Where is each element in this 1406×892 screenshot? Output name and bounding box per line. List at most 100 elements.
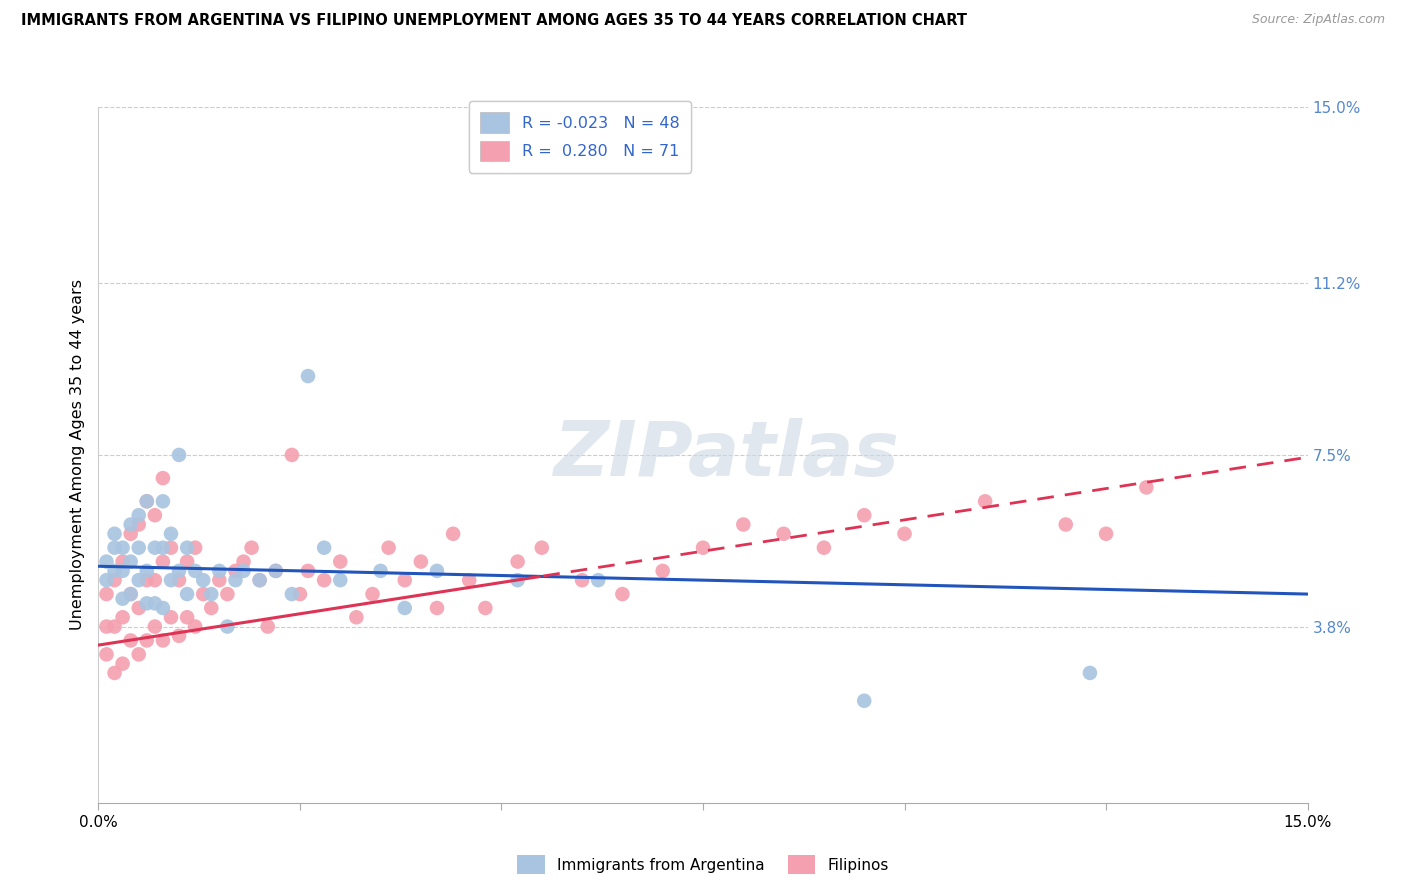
Point xyxy=(1095,526,1118,541)
Point xyxy=(143,573,166,587)
Legend: Immigrants from Argentina, Filipinos: Immigrants from Argentina, Filipinos xyxy=(512,849,894,880)
Point xyxy=(217,619,239,633)
Point xyxy=(651,564,673,578)
Point xyxy=(111,555,134,569)
Point xyxy=(853,694,876,708)
Point xyxy=(160,541,183,555)
Point xyxy=(111,610,134,624)
Point xyxy=(176,541,198,555)
Point xyxy=(128,573,150,587)
Point xyxy=(128,601,150,615)
Point xyxy=(103,665,125,680)
Point xyxy=(249,573,271,587)
Point xyxy=(167,629,190,643)
Point xyxy=(96,648,118,662)
Point xyxy=(135,494,157,508)
Point xyxy=(329,573,352,587)
Point xyxy=(111,657,134,671)
Point xyxy=(184,564,207,578)
Point xyxy=(128,508,150,523)
Point xyxy=(160,573,183,587)
Point xyxy=(120,587,142,601)
Point xyxy=(974,494,997,508)
Point xyxy=(692,541,714,555)
Point xyxy=(377,541,399,555)
Point xyxy=(586,573,609,587)
Point xyxy=(314,541,336,555)
Point xyxy=(135,596,157,610)
Y-axis label: Unemployment Among Ages 35 to 44 years: Unemployment Among Ages 35 to 44 years xyxy=(69,279,84,631)
Point xyxy=(370,564,392,578)
Point xyxy=(103,564,125,578)
Point xyxy=(135,633,157,648)
Point xyxy=(813,541,835,555)
Point xyxy=(208,573,231,587)
Point xyxy=(224,573,246,587)
Point xyxy=(160,526,183,541)
Point xyxy=(394,601,416,615)
Point xyxy=(103,573,125,587)
Point xyxy=(128,648,150,662)
Point xyxy=(111,591,134,606)
Point xyxy=(458,573,481,587)
Point xyxy=(167,564,190,578)
Point xyxy=(176,555,198,569)
Point xyxy=(264,564,287,578)
Point xyxy=(176,610,198,624)
Point xyxy=(208,564,231,578)
Point xyxy=(1054,517,1077,532)
Point xyxy=(120,633,142,648)
Point xyxy=(426,564,449,578)
Point xyxy=(135,573,157,587)
Point xyxy=(193,587,215,601)
Point xyxy=(217,587,239,601)
Point xyxy=(103,526,125,541)
Point xyxy=(409,555,432,569)
Point xyxy=(111,564,134,578)
Point xyxy=(128,541,150,555)
Text: Source: ZipAtlas.com: Source: ZipAtlas.com xyxy=(1251,13,1385,27)
Point xyxy=(394,573,416,587)
Point xyxy=(193,573,215,587)
Point xyxy=(200,601,222,615)
Text: ZIPatlas: ZIPatlas xyxy=(554,418,900,491)
Point xyxy=(184,541,207,555)
Point xyxy=(143,508,166,523)
Point xyxy=(256,619,278,633)
Legend: R = -0.023   N = 48, R =  0.280   N = 71: R = -0.023 N = 48, R = 0.280 N = 71 xyxy=(470,101,690,172)
Point xyxy=(297,369,319,384)
Point xyxy=(329,555,352,569)
Point xyxy=(361,587,384,601)
Point xyxy=(200,587,222,601)
Point xyxy=(152,471,174,485)
Point xyxy=(103,541,125,555)
Point xyxy=(167,448,190,462)
Point xyxy=(224,564,246,578)
Point xyxy=(772,526,794,541)
Point xyxy=(135,494,157,508)
Point xyxy=(297,564,319,578)
Point xyxy=(152,494,174,508)
Point xyxy=(152,541,174,555)
Point xyxy=(143,541,166,555)
Point xyxy=(143,619,166,633)
Point xyxy=(232,564,254,578)
Point xyxy=(152,633,174,648)
Point xyxy=(733,517,755,532)
Text: IMMIGRANTS FROM ARGENTINA VS FILIPINO UNEMPLOYMENT AMONG AGES 35 TO 44 YEARS COR: IMMIGRANTS FROM ARGENTINA VS FILIPINO UN… xyxy=(21,13,967,29)
Point xyxy=(111,541,134,555)
Point xyxy=(120,526,142,541)
Point xyxy=(232,555,254,569)
Point xyxy=(120,587,142,601)
Point xyxy=(96,555,118,569)
Point xyxy=(314,573,336,587)
Point xyxy=(120,555,142,569)
Point xyxy=(506,573,529,587)
Point xyxy=(530,541,553,555)
Point xyxy=(249,573,271,587)
Point xyxy=(143,596,166,610)
Point xyxy=(474,601,496,615)
Point xyxy=(281,448,304,462)
Point xyxy=(135,564,157,578)
Point xyxy=(128,517,150,532)
